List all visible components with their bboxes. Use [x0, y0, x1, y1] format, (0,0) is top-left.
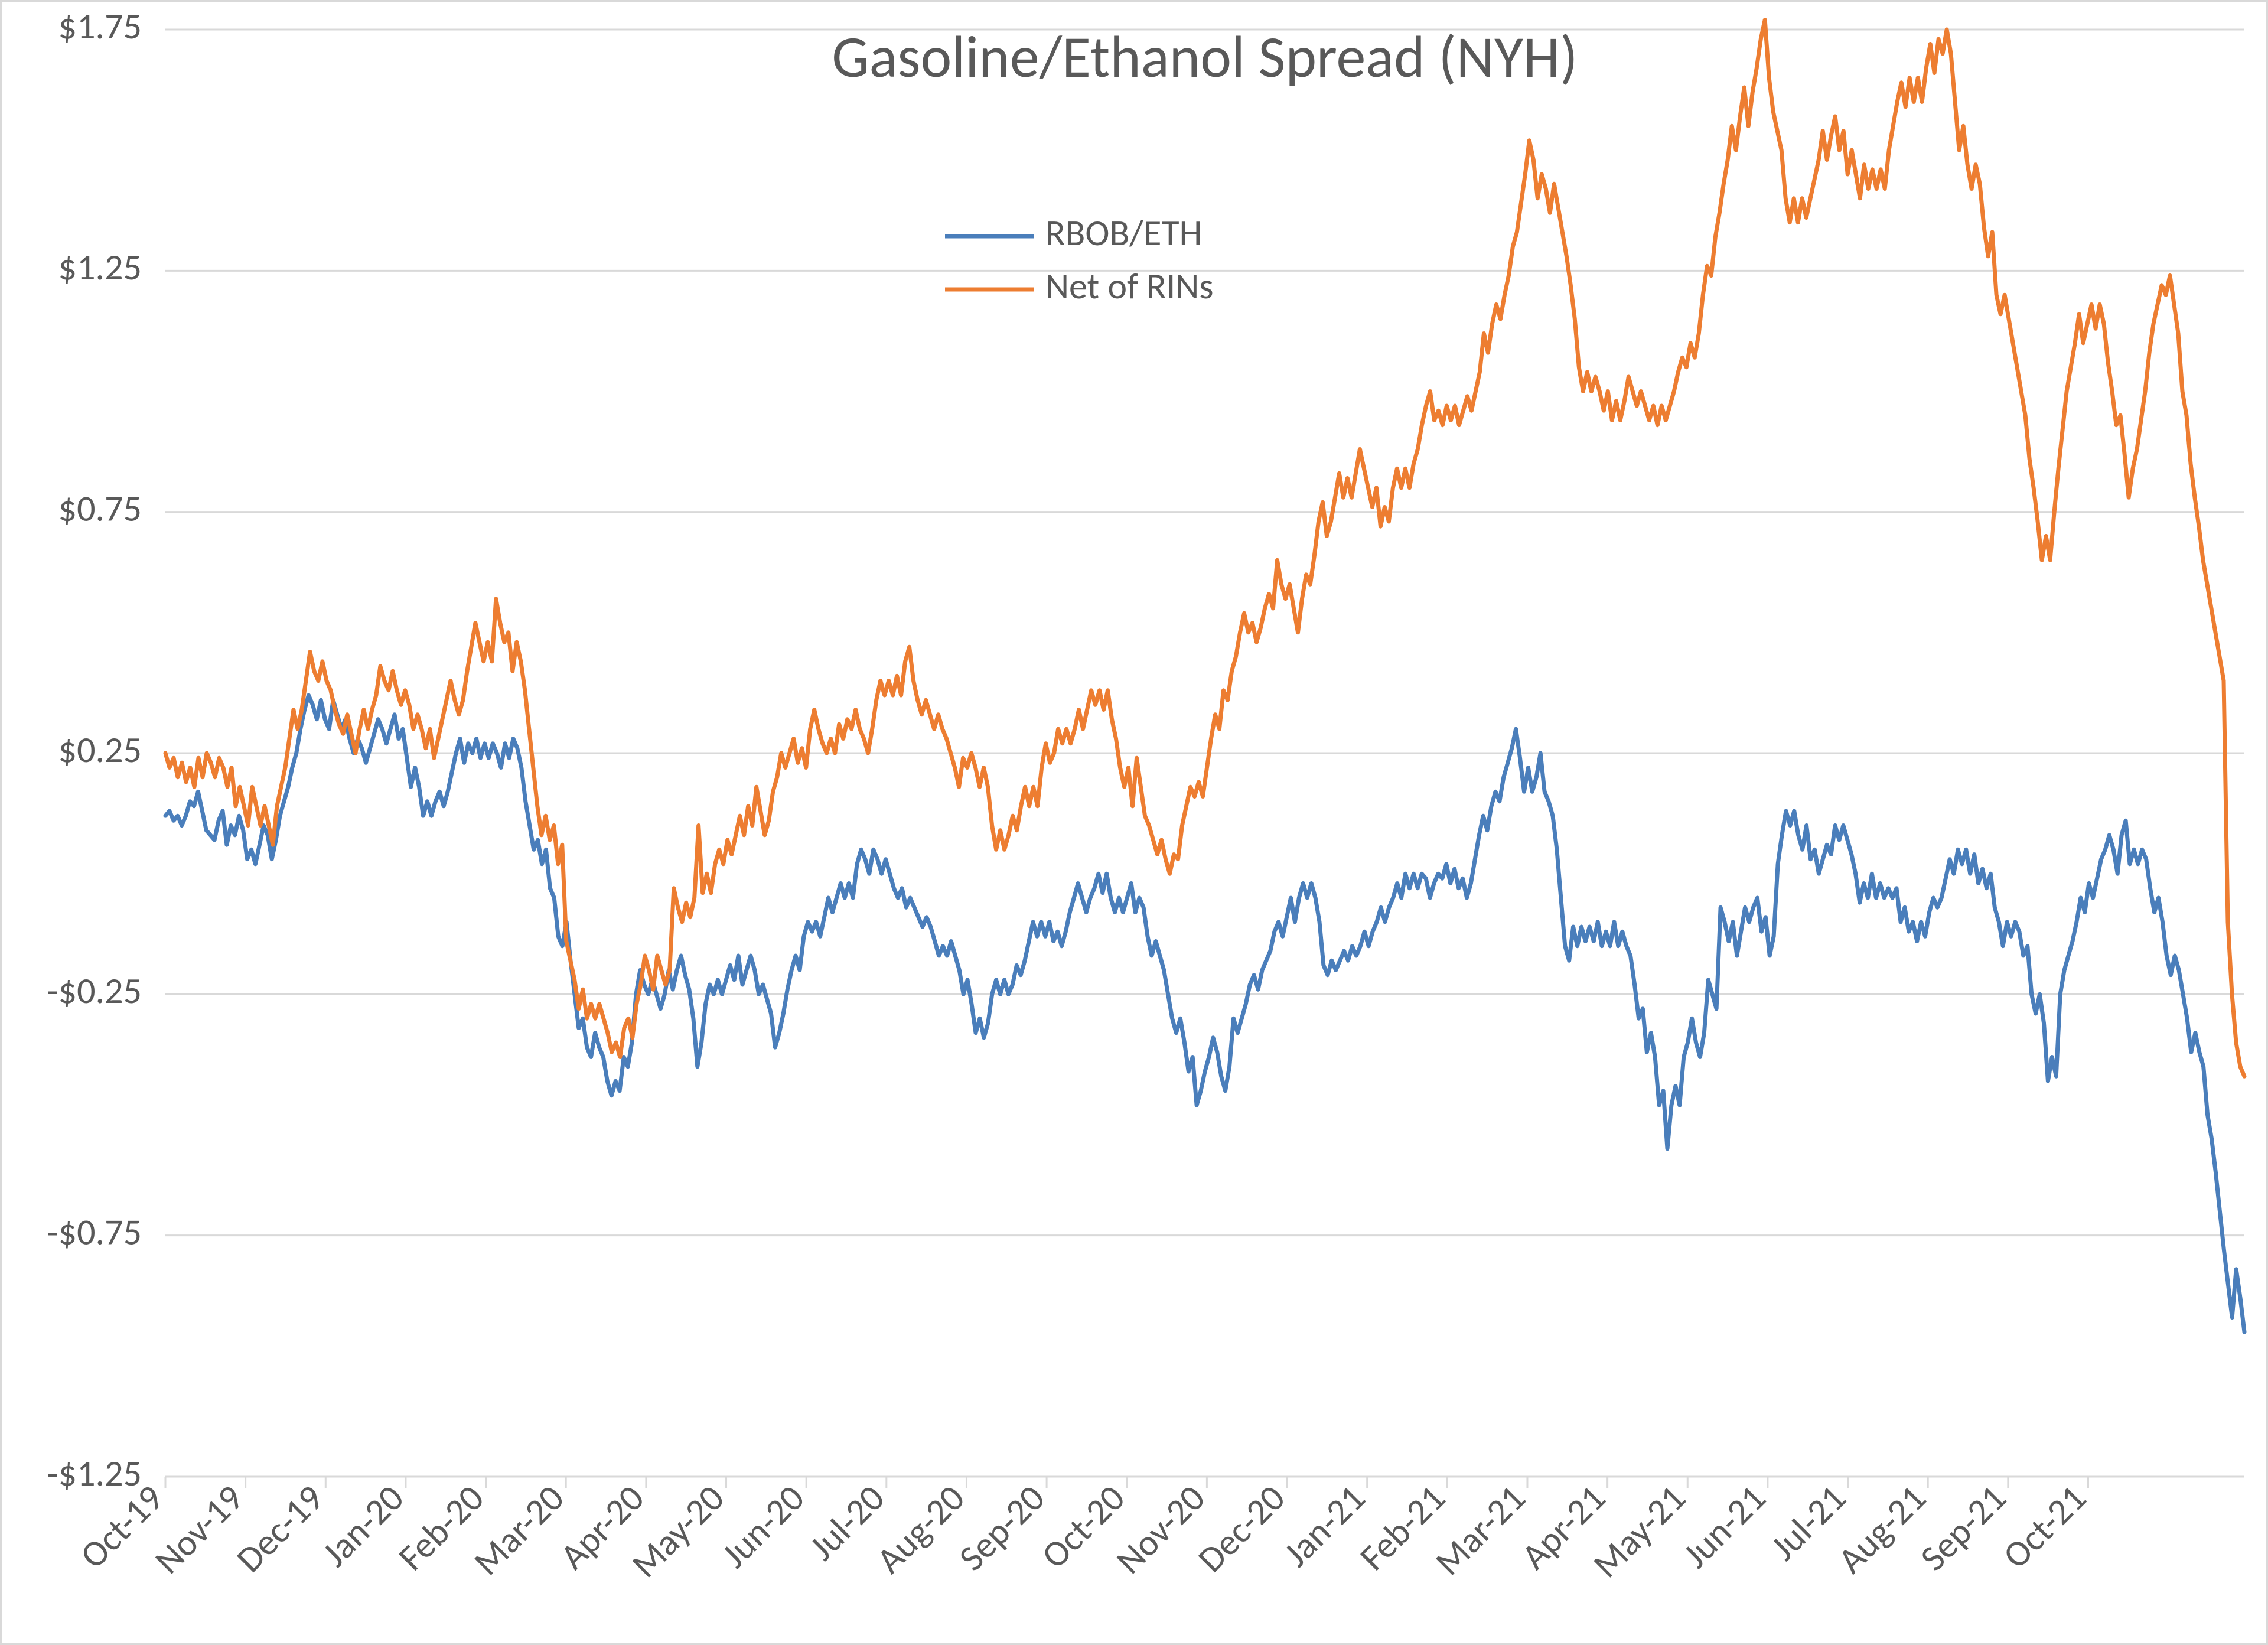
- x-tick-label: Mar-21: [1426, 1475, 1534, 1584]
- x-tick-label: Mar-20: [464, 1475, 573, 1584]
- y-tick-label: $0.75: [58, 486, 142, 530]
- x-tick-label: Aug-20: [867, 1475, 974, 1582]
- series-lines: [165, 20, 2244, 1332]
- x-tick-label: Jan-21: [1274, 1475, 1374, 1576]
- legend: RBOB/ETH Net of RINs: [945, 210, 1214, 308]
- legend-label: RBOB/ETH: [1045, 210, 1202, 255]
- x-tick-label: May-20: [622, 1475, 733, 1587]
- chart-title: Gasoline/Ethanol Spread (NYH): [832, 21, 1578, 93]
- chart-container: -$1.25-$0.75-$0.25$0.25$0.75$1.25$1.75 O…: [0, 0, 2268, 1645]
- x-tick-label: Nov-19: [145, 1475, 253, 1583]
- x-tick-label: Oct-21: [1993, 1475, 2096, 1578]
- y-tick-label: $0.25: [58, 727, 142, 772]
- x-axis: Oct-19Nov-19Dec-19Jan-20Feb-20Mar-20Apr-…: [71, 1475, 2096, 1587]
- y-axis: -$1.25-$0.75-$0.25$0.25$0.75$1.25$1.75: [47, 4, 142, 1496]
- y-tick-label: -$0.75: [47, 1209, 142, 1254]
- x-tick-label: Dec-20: [1188, 1475, 1294, 1581]
- series-line-net-of-rins: [165, 20, 2244, 1077]
- x-tick-label: Sep-21: [1911, 1475, 2015, 1580]
- x-tick-label: Dec-19: [227, 1475, 333, 1581]
- x-tick-label: Jun-21: [1673, 1475, 1775, 1577]
- x-tick-label: Aug-21: [1829, 1475, 1935, 1582]
- y-tick-label: $1.75: [58, 4, 142, 48]
- y-tick-label: $1.25: [58, 245, 142, 289]
- x-tick-label: Sep-20: [950, 1475, 1054, 1580]
- y-tick-label: -$0.25: [47, 968, 142, 1013]
- legend-label: Net of RINs: [1045, 263, 1214, 308]
- chart-svg: -$1.25-$0.75-$0.25$0.25$0.75$1.25$1.75 O…: [0, 0, 2268, 1645]
- x-tick-label: Jun-20: [712, 1475, 814, 1577]
- x-tick-label: May-21: [1583, 1475, 1695, 1587]
- gridlines: [165, 30, 2244, 1477]
- x-tick-label: Nov-20: [1107, 1475, 1214, 1583]
- x-tick-label: Jan-20: [312, 1475, 413, 1576]
